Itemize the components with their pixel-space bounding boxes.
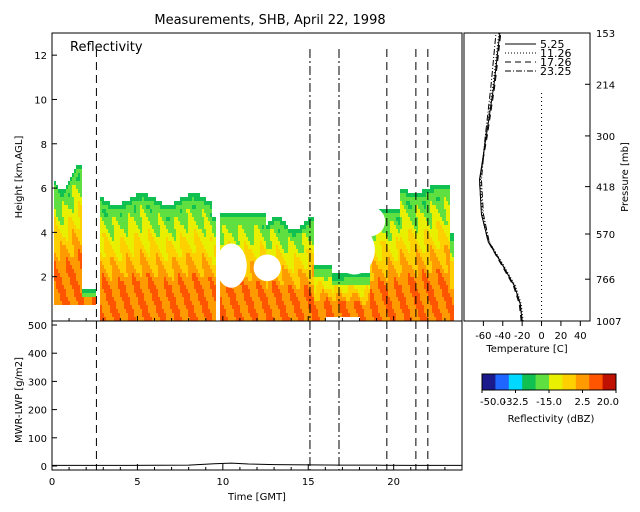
temperature-tick-label: -20 <box>514 331 530 342</box>
colorbar-label: Reflectivity (dBZ) <box>508 414 595 425</box>
lwp-tick-label: 200 <box>28 406 47 417</box>
temperature-series-line <box>479 32 522 322</box>
temperature-tick-label: 40 <box>574 331 587 342</box>
time-tick-label: 20 <box>387 477 400 488</box>
colorbar-tick-label: -15.0 <box>536 397 562 408</box>
pressure-tick-label: 214 <box>596 80 615 91</box>
temperature-tick-label: 20 <box>555 331 568 342</box>
colorbar-tick-label: 20.0 <box>597 397 619 408</box>
colorbar-gradient <box>481 373 617 391</box>
lwp-axis-label: MWR-LWP [g/m2] <box>14 357 25 443</box>
pressure-tick-label: 418 <box>596 183 615 194</box>
colorbar-ticks: -50.0-32.5 -15.0 2.5 20.0 <box>480 390 619 408</box>
panel-label: Reflectivity <box>70 40 143 55</box>
lwp-tick-label: 500 <box>28 321 47 332</box>
height-tick-label: 10 <box>34 95 47 106</box>
lwp-ticks: 0 100 200 300 400 500 <box>28 321 57 473</box>
reflectivity-field <box>54 165 454 321</box>
temperature-series-line <box>479 32 523 322</box>
height-tick-label: 2 <box>41 273 47 284</box>
reflectivity-panel: Reflectivity Height [km,AGL] 2 4 6 8 10 12 <box>14 32 463 322</box>
legend-entry: 17.26 <box>540 56 572 69</box>
height-axis-label: Height [km,AGL] <box>14 136 25 219</box>
legend-entry: 11.26 <box>540 47 572 60</box>
legend-entry: 23.25 <box>540 65 572 78</box>
legend-entry: 5.25 <box>540 38 565 51</box>
time-tick-label: 5 <box>134 477 140 488</box>
lwp-line <box>52 462 462 466</box>
chart-title: Measurements, SHB, April 22, 1998 <box>154 13 385 28</box>
temperature-ticks: -60 -40 -20 0 20 40 <box>475 321 587 342</box>
pressure-tick-label: 570 <box>596 230 615 241</box>
lwp-tick-label: 0 <box>41 462 47 473</box>
temperature-lines <box>479 32 543 322</box>
pressure-tick-label: 153 <box>596 29 615 40</box>
height-tick-label: 12 <box>34 51 47 62</box>
height-tick-label: 4 <box>41 228 47 239</box>
temperature-panel: -60 -40 -20 0 20 40 153 214 300 418 570 766 1007 Te… <box>463 29 631 355</box>
colorbar-tick-label: -50.0 <box>480 397 506 408</box>
pressure-ticks: 153 214 300 418 570 766 1007 <box>585 29 621 328</box>
temperature-tick-label: -40 <box>495 331 511 342</box>
temperature-frame <box>463 32 591 322</box>
temperature-series-line <box>479 32 524 322</box>
lwp-series <box>52 462 462 466</box>
time-tick-label: 0 <box>49 477 55 488</box>
colorbar-tick-label: -32.5 <box>503 397 529 408</box>
time-tick-label: 10 <box>216 477 229 488</box>
lwp-tick-label: 300 <box>28 377 47 388</box>
lwp-vertical-lines <box>95 321 429 470</box>
height-tick-label: 8 <box>41 140 47 151</box>
pressure-tick-label: 300 <box>596 132 615 143</box>
temperature-tick-label: -60 <box>475 331 491 342</box>
temperature-series-line <box>480 32 523 322</box>
time-tick-label: 15 <box>302 477 315 488</box>
pressure-tick-label: 1007 <box>596 317 621 328</box>
pressure-axis-label: Pressure [mb] <box>620 142 631 212</box>
lwp-panel: 0 100 200 300 400 500 0 5 10 15 20 MWR-LWP [g/m2]… <box>14 320 463 503</box>
pressure-tick-label: 766 <box>596 275 615 286</box>
lwp-frame <box>51 320 463 471</box>
colorbar: -50.0-32.5 -15.0 2.5 20.0 Reflectivity (dBZ… <box>480 373 619 425</box>
time-axis-label: Time [GMT] <box>227 492 286 503</box>
temperature-tick-label: 0 <box>538 331 544 342</box>
time-ticks: 0 5 10 15 20 <box>49 464 463 488</box>
lwp-tick-label: 100 <box>28 434 47 445</box>
colorbar-tick-label: 2.5 <box>575 397 591 408</box>
height-tick-label: 6 <box>41 184 47 195</box>
lwp-tick-label: 400 <box>28 349 47 360</box>
vertical-lines <box>95 49 429 321</box>
temperature-axis-label: Temperature [C] <box>485 344 567 355</box>
